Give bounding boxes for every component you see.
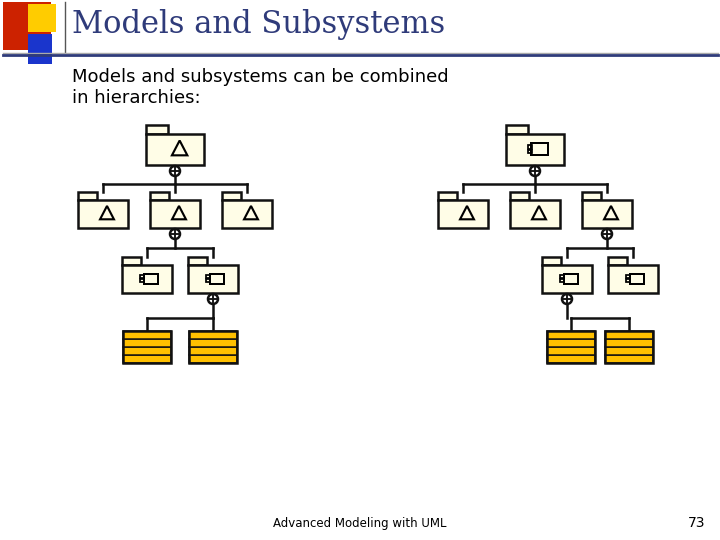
Bar: [222, 200, 272, 228]
Bar: [605, 355, 653, 363]
Bar: [547, 331, 595, 339]
Circle shape: [530, 166, 540, 176]
Bar: [564, 274, 578, 284]
Circle shape: [170, 229, 180, 239]
Bar: [528, 145, 532, 149]
Bar: [188, 265, 238, 293]
Bar: [78, 200, 128, 228]
Bar: [123, 331, 171, 363]
Bar: [582, 192, 601, 200]
Bar: [547, 339, 595, 347]
Bar: [626, 275, 630, 279]
Bar: [123, 347, 171, 355]
Bar: [605, 331, 653, 339]
Bar: [547, 347, 595, 355]
Bar: [3, 2, 51, 50]
Bar: [207, 275, 210, 279]
Bar: [189, 339, 237, 347]
Text: 73: 73: [688, 516, 705, 530]
Bar: [122, 257, 141, 265]
Bar: [123, 339, 171, 347]
Bar: [547, 355, 595, 363]
Bar: [123, 355, 171, 363]
Bar: [605, 339, 653, 347]
Bar: [510, 192, 529, 200]
Bar: [189, 331, 237, 339]
Text: Advanced Modeling with UML: Advanced Modeling with UML: [274, 517, 446, 530]
Bar: [510, 200, 560, 228]
Bar: [143, 274, 158, 284]
Bar: [150, 200, 200, 228]
Bar: [189, 355, 237, 363]
Bar: [146, 134, 204, 165]
Bar: [28, 4, 56, 32]
Bar: [605, 331, 653, 363]
Bar: [605, 347, 653, 355]
Bar: [560, 275, 564, 279]
Bar: [123, 331, 171, 339]
Circle shape: [562, 294, 572, 304]
Bar: [150, 192, 169, 200]
Circle shape: [208, 294, 218, 304]
Bar: [78, 192, 97, 200]
Bar: [626, 279, 630, 282]
Bar: [547, 331, 595, 363]
Bar: [210, 274, 225, 284]
Bar: [528, 150, 532, 153]
Bar: [222, 192, 241, 200]
Bar: [582, 200, 632, 228]
Bar: [438, 200, 488, 228]
Bar: [531, 144, 548, 156]
Bar: [560, 279, 564, 282]
Bar: [506, 134, 564, 165]
Bar: [438, 192, 457, 200]
Bar: [28, 34, 52, 64]
Bar: [629, 274, 644, 284]
Bar: [608, 265, 658, 293]
Bar: [189, 331, 237, 363]
Bar: [189, 347, 237, 355]
Bar: [140, 279, 144, 282]
Bar: [542, 257, 561, 265]
Text: Models and subsystems can be combined
in hierarchies:: Models and subsystems can be combined in…: [72, 68, 449, 107]
Text: Models and Subsystems: Models and Subsystems: [72, 10, 445, 40]
Bar: [506, 125, 528, 134]
Bar: [122, 265, 172, 293]
Bar: [188, 257, 207, 265]
Circle shape: [170, 166, 180, 176]
Bar: [140, 275, 144, 279]
Bar: [207, 279, 210, 282]
Circle shape: [602, 229, 612, 239]
Bar: [542, 265, 592, 293]
Bar: [608, 257, 627, 265]
Bar: [146, 125, 168, 134]
